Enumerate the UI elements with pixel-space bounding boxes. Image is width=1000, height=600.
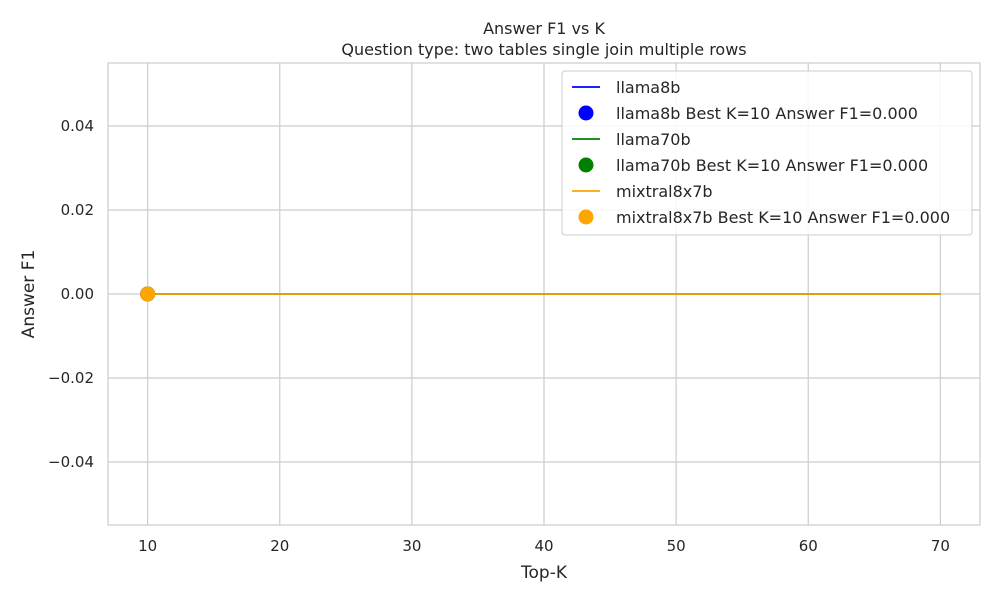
best-points xyxy=(140,286,156,302)
x-tick-label: 70 xyxy=(931,537,950,555)
legend-label-llama8b: llama8b xyxy=(616,78,680,97)
x-tick-label: 10 xyxy=(138,537,157,555)
y-tick-label: 0.04 xyxy=(61,117,94,135)
y-tick-label: −0.04 xyxy=(48,453,94,471)
x-tick-label: 40 xyxy=(534,537,553,555)
chart-title: Answer F1 vs K xyxy=(483,19,605,38)
chart-subtitle: Question type: two tables single join mu… xyxy=(341,40,746,59)
legend-point-swatch-mixtral8x7b xyxy=(578,209,594,225)
x-tick-label: 20 xyxy=(270,537,289,555)
legend-box xyxy=(561,70,973,236)
legend-label-mixtral8x7b: mixtral8x7b xyxy=(616,182,713,201)
legend-best-label-llama8b: llama8b Best K=10 Answer F1=0.000 xyxy=(616,104,918,123)
x-axis-label: Top-K xyxy=(520,563,568,583)
y-tick-labels: −0.04 −0.02 0.00 0.02 0.04 xyxy=(48,117,94,471)
y-tick-label: 0.00 xyxy=(61,285,94,303)
legend-point-swatch-llama70b xyxy=(578,157,594,173)
x-tick-label: 50 xyxy=(667,537,686,555)
legend-best-label-mixtral8x7b: mixtral8x7b Best K=10 Answer F1=0.000 xyxy=(616,208,950,227)
legend: llama8b llama8b Best K=10 Answer F1=0.000… xyxy=(561,70,973,236)
y-tick-label: −0.02 xyxy=(48,369,94,387)
y-axis-label: Answer F1 xyxy=(19,250,39,339)
y-tick-label: 0.02 xyxy=(61,201,94,219)
x-tick-label: 30 xyxy=(402,537,421,555)
legend-best-label-llama70b: llama70b Best K=10 Answer F1=0.000 xyxy=(616,156,928,175)
plot-frame xyxy=(107,62,981,526)
x-tick-label: 60 xyxy=(799,537,818,555)
legend-label-llama70b: llama70b xyxy=(616,130,691,149)
best-point-mixtral8x7b xyxy=(140,286,156,302)
legend-point-swatch-llama8b xyxy=(578,105,594,121)
x-tick-labels: 10 20 30 40 50 60 70 xyxy=(138,537,950,555)
